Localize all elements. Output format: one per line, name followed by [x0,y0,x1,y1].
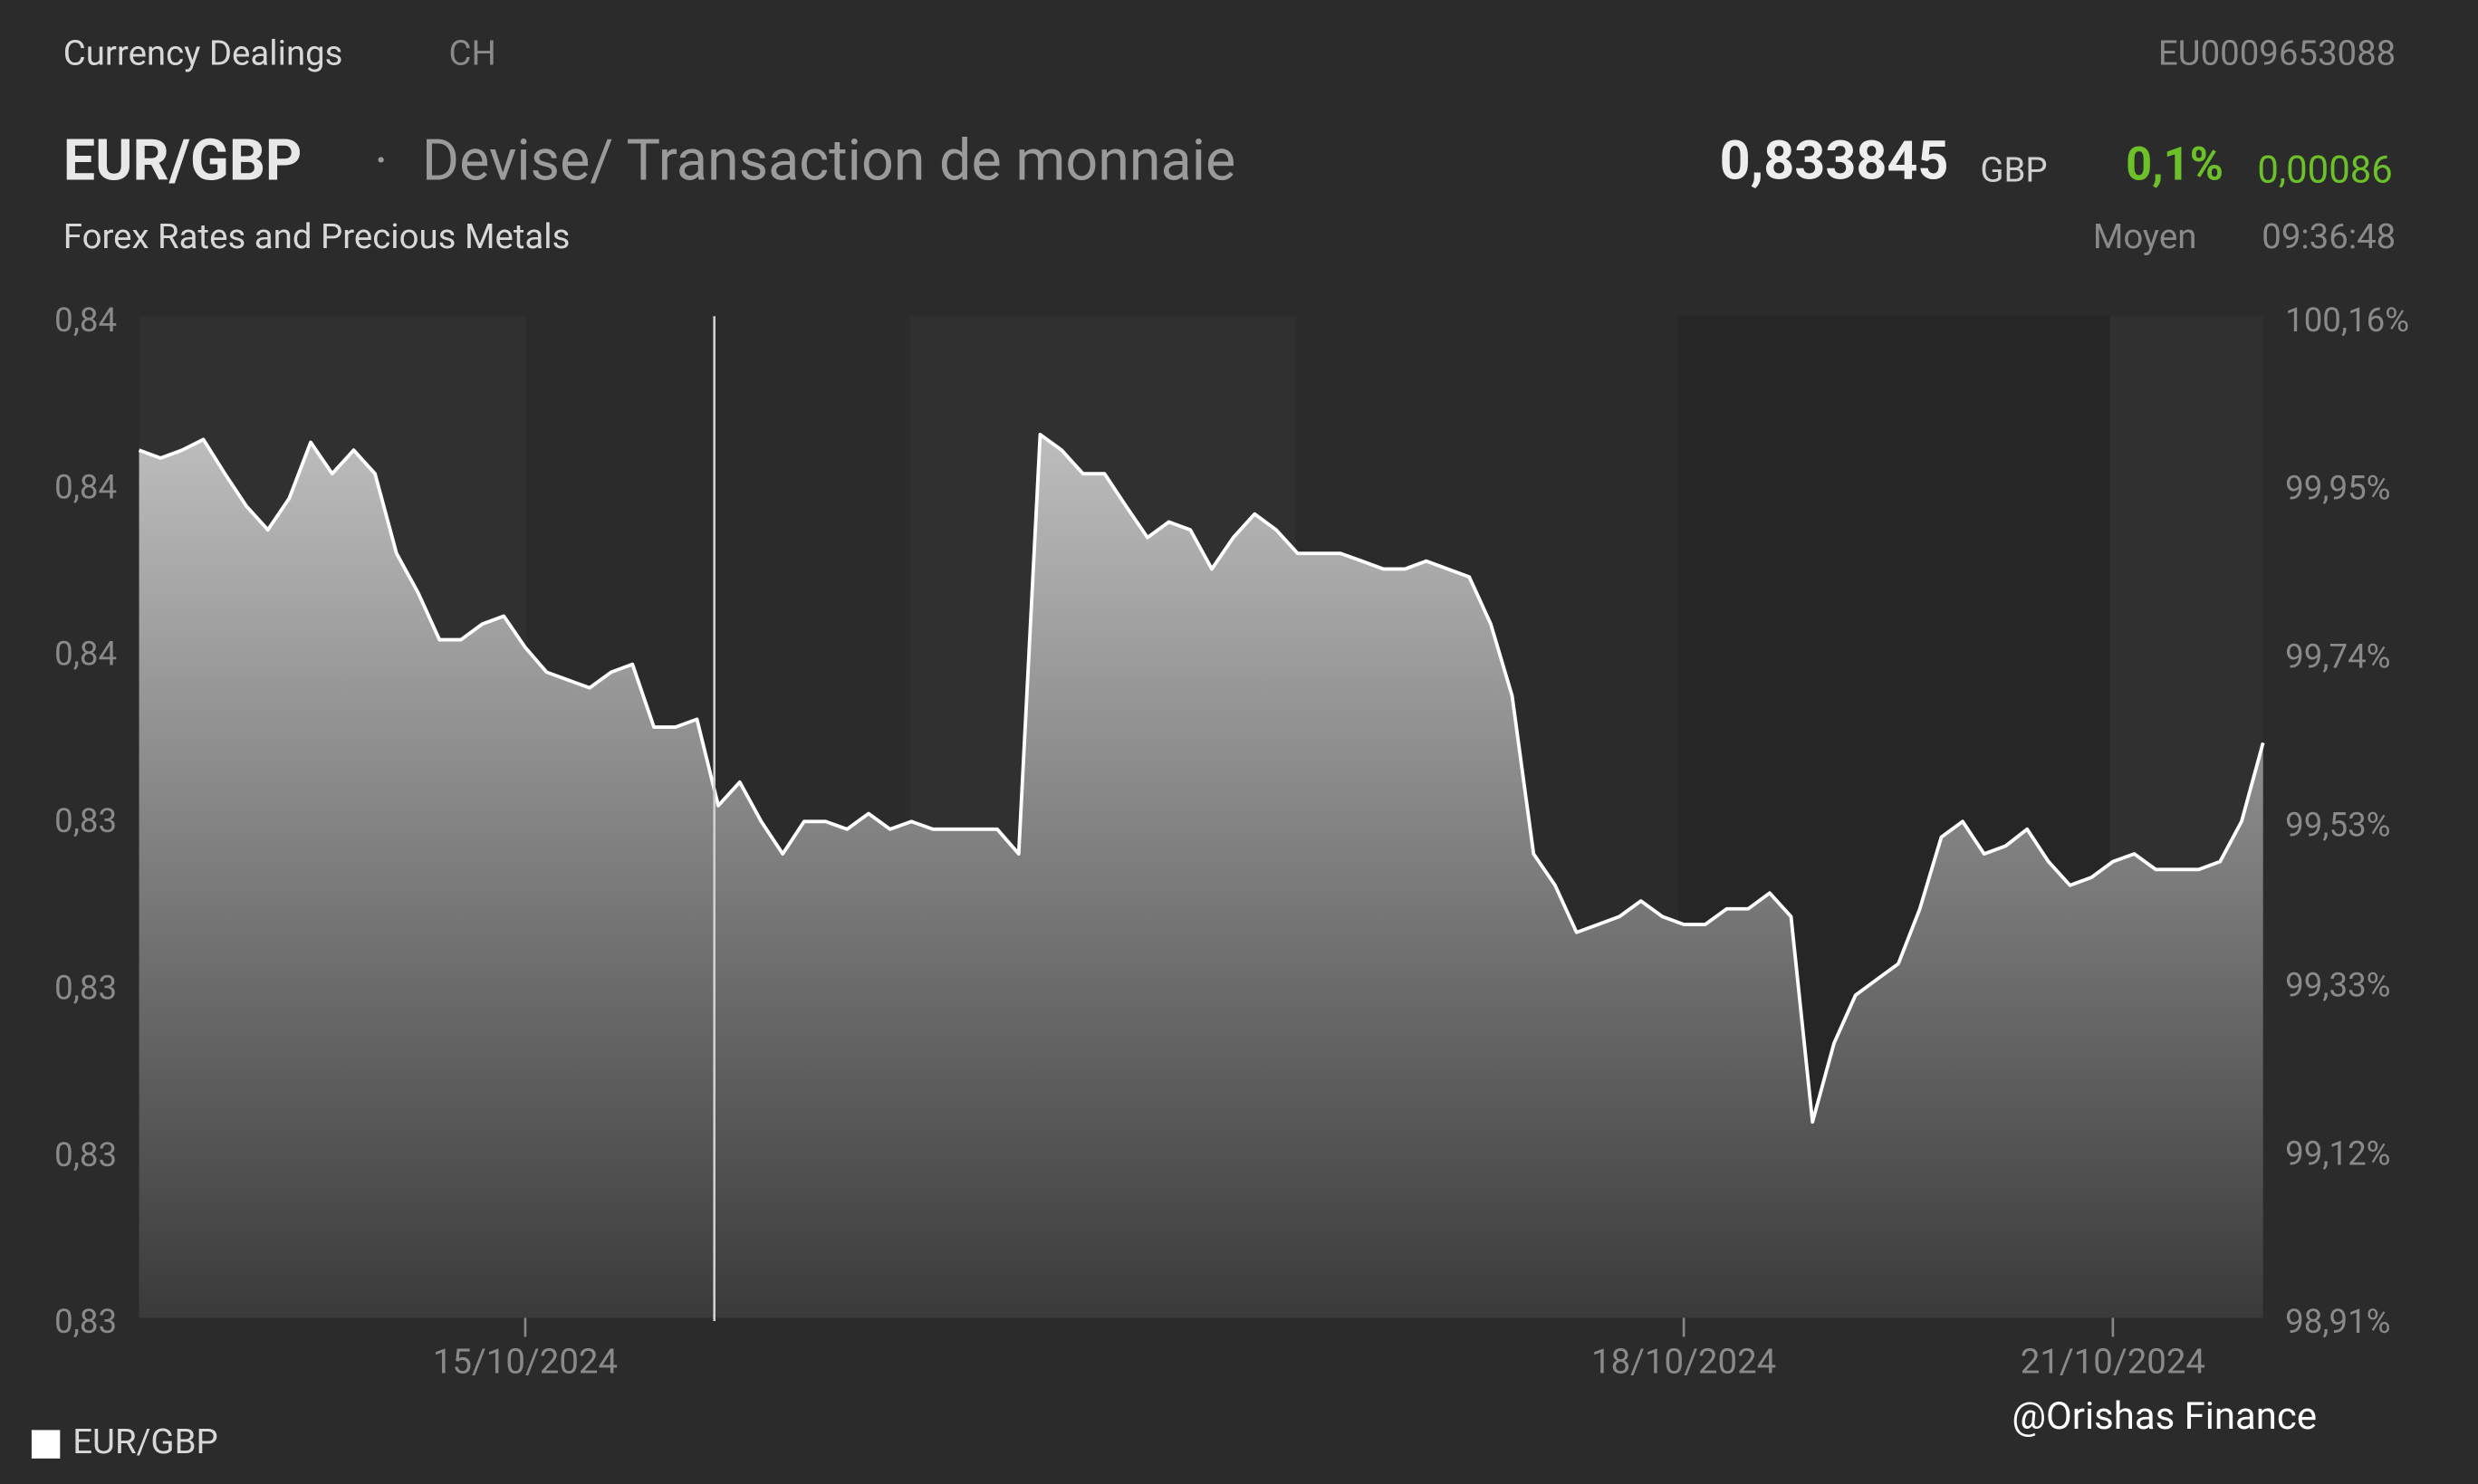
x-tick-label: 18/10/2024 [1591,1341,1776,1382]
y-tick-label: 0,83 [54,801,117,840]
price-type: Moyen [2093,216,2197,257]
category: Forex Rates and Precious Metals [63,216,571,257]
y2-tick-label: 100,16% [2285,301,2409,340]
y2-tick-label: 98,91% [2285,1302,2390,1341]
area [139,434,2263,1318]
watermark: @Orishas Finance [2012,1394,2317,1439]
y-tick-label: 0,83 [54,1135,117,1174]
x-tick-label: 15/10/2024 [433,1341,618,1382]
y-tick-label: 0,84 [54,467,117,506]
y-tick-label: 0,84 [54,301,117,340]
y2-tick-label: 99,12% [2285,1134,2390,1173]
y-tick-label: 0,84 [54,635,117,674]
change: 0,00086 [2257,148,2392,193]
symbol: EUR/GBP [63,128,303,194]
separator: · [375,130,389,190]
y2-tick-label: 99,33% [2285,965,2390,1004]
price: 0,833845 [1720,129,1949,192]
x-tick-label: 21/10/2024 [2021,1341,2205,1382]
plot [138,433,2265,1318]
y-tick-label: 0,83 [54,1302,117,1341]
time: 09:36:48 [2262,216,2396,257]
legend-label: EUR/GBP [72,1422,217,1462]
line [138,433,2265,1125]
currency: GBP [1980,150,2047,191]
legend-swatch [31,1430,61,1459]
y2-tick-label: 99,53% [2285,805,2390,844]
isin: EU0009653088 [2158,33,2396,73]
y-tick-label: 0,83 [54,968,117,1007]
description: Devise/ Transaction de monnaie [422,128,1235,194]
source: Currency Dealings [63,33,343,73]
country: CH [449,33,496,73]
change-percent: 0,1% [2126,139,2223,192]
y2-tick-label: 99,95% [2285,469,2390,508]
y2-tick-label: 99,74% [2285,637,2390,676]
